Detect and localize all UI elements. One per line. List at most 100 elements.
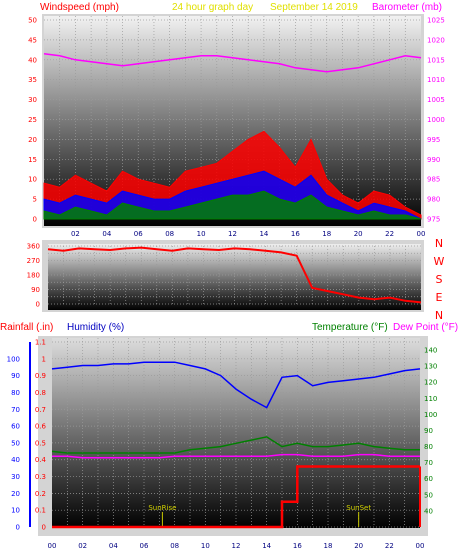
rain-tick-label: 0.8: [35, 389, 46, 397]
x-tick-label: 06: [140, 542, 149, 550]
left-tick-label: 35: [28, 76, 37, 84]
left-tick-label: 0: [36, 301, 40, 309]
left-tick-label: 30: [28, 96, 37, 104]
left-tick-label: 10: [28, 176, 37, 184]
rain-tick-label: 1.1: [35, 339, 46, 347]
rainfall-line: [52, 465, 420, 529]
rain-tick-label: 0.5: [35, 439, 46, 447]
x-tick-label: 00: [417, 230, 426, 238]
right-tick-label: 1025: [427, 17, 445, 25]
x-tick-label: 22: [385, 230, 394, 238]
humidity-axis-title: Humidity (%): [67, 322, 124, 333]
axes: 0510152025303540455097598098599099510001…: [28, 17, 445, 239]
x-tick-label: 06: [134, 230, 143, 238]
wind-direction-line: [47, 246, 422, 304]
x-tick-label: 12: [228, 230, 237, 238]
temp-tick-label: 90: [424, 427, 433, 435]
series: [47, 246, 422, 304]
humidity-line: [51, 361, 421, 409]
rain-tick-label: 0.6: [35, 423, 47, 431]
plot-area: [52, 338, 420, 528]
barometer-line: [43, 53, 422, 73]
x-tick-label: 00: [48, 542, 57, 550]
temp-tick-label: 80: [424, 443, 433, 451]
right-tick-label: 1005: [427, 96, 445, 104]
x-tick-label: 22: [385, 542, 394, 550]
temp-tick-label: 60: [424, 475, 433, 483]
left-tick-label: 40: [28, 56, 37, 64]
right-tick-label: 1020: [427, 36, 445, 44]
direction-label: W: [434, 255, 445, 268]
temperature-axis-title: Temperature (°F): [312, 322, 388, 333]
left-tick-label: 25: [28, 116, 37, 124]
series: [51, 361, 421, 529]
x-tick-label: 08: [165, 230, 174, 238]
temp-tick-label: 40: [424, 507, 433, 515]
series: [43, 53, 422, 220]
x-tick-label: 02: [71, 230, 80, 238]
left-tick-label: 15: [28, 156, 37, 164]
right-tick-label: 975: [427, 216, 440, 224]
sun-annotation: SunRise: [148, 504, 176, 512]
rain-tick-label: 0.2: [35, 490, 46, 498]
x-tick-label: 04: [109, 542, 118, 550]
rain-tick-label: 0: [42, 524, 46, 532]
rain-tick-label: 0.1: [35, 507, 46, 515]
temp-tick-label: 120: [424, 379, 437, 387]
dewpoint-line: [52, 453, 420, 459]
humidity-tick-label: 60: [11, 423, 20, 431]
x-tick-label: 10: [201, 542, 210, 550]
x-tick-label: 14: [262, 542, 271, 550]
wind-barometer-chart: 0510152025303540455097598098599099510001…: [28, 14, 445, 238]
graph-title: 24 hour graph day: [172, 2, 253, 13]
direction-label: S: [436, 273, 443, 286]
x-tick-label: 08: [170, 542, 179, 550]
humidity-tick-label: 100: [7, 355, 20, 363]
temp-tick-label: 140: [424, 347, 437, 355]
right-tick-label: 990: [427, 156, 440, 164]
left-tick-label: 5: [33, 196, 37, 204]
rain-tick-label: 0.7: [35, 406, 46, 414]
humidity-tick-label: 20: [11, 490, 20, 498]
x-tick-label: 04: [102, 230, 111, 238]
direction-label: E: [436, 291, 443, 304]
axes: SunRise SunSet 0 0.1 0.2 0.3 0.4 0.5 0.6 0.7 0.8 0.…: [7, 339, 438, 551]
temp-tick-label: 110: [424, 395, 437, 403]
x-tick-label: 20: [354, 542, 363, 550]
humidity-tick-label: 30: [11, 473, 20, 481]
humidity-tick-label: 40: [11, 456, 20, 464]
temp-tick-label: 70: [424, 459, 433, 467]
sun-annotation: SunSet: [346, 504, 371, 512]
x-tick-label: 18: [324, 542, 333, 550]
left-tick-label: 180: [27, 272, 40, 280]
left-tick-label: 45: [28, 36, 37, 44]
x-tick-label: 00: [416, 542, 425, 550]
humidity-tick-label: 80: [11, 389, 20, 397]
grid: [44, 16, 421, 220]
right-tick-label: 1015: [427, 56, 445, 64]
left-tick-label: 90: [31, 286, 40, 294]
x-tick-label: 02: [78, 542, 87, 550]
barometer-axis-title: Barometer (mb): [372, 2, 442, 13]
rain-tick-label: 0.4: [35, 456, 47, 464]
x-tick-label: 10: [197, 230, 206, 238]
rain-tick-label: 1: [42, 355, 46, 363]
x-tick-label: 18: [322, 230, 331, 238]
right-tick-label: 1000: [427, 116, 445, 124]
windspeed-axis-title: Windspeed (mph): [40, 2, 119, 13]
x-tick-label: 20: [354, 230, 363, 238]
left-tick-label: 20: [28, 136, 37, 144]
temp-tick-label: 130: [424, 363, 437, 371]
humidity-tick-label: 10: [11, 507, 20, 515]
left-tick-label: 50: [28, 17, 37, 25]
direction-label: N: [435, 309, 443, 322]
left-tick-label: 360: [27, 243, 40, 251]
x-tick-label: 12: [232, 542, 241, 550]
x-tick-label: 16: [291, 230, 300, 238]
rain-humidity-temp-chart: SunRise SunSet 0 0.1 0.2 0.3 0.4 0.5 0.6 0.7 0.8 0.…: [7, 336, 438, 551]
humidity-tick-label: 0: [16, 524, 20, 532]
x-tick-label: 16: [293, 542, 302, 550]
wind-series-3: [43, 190, 422, 220]
